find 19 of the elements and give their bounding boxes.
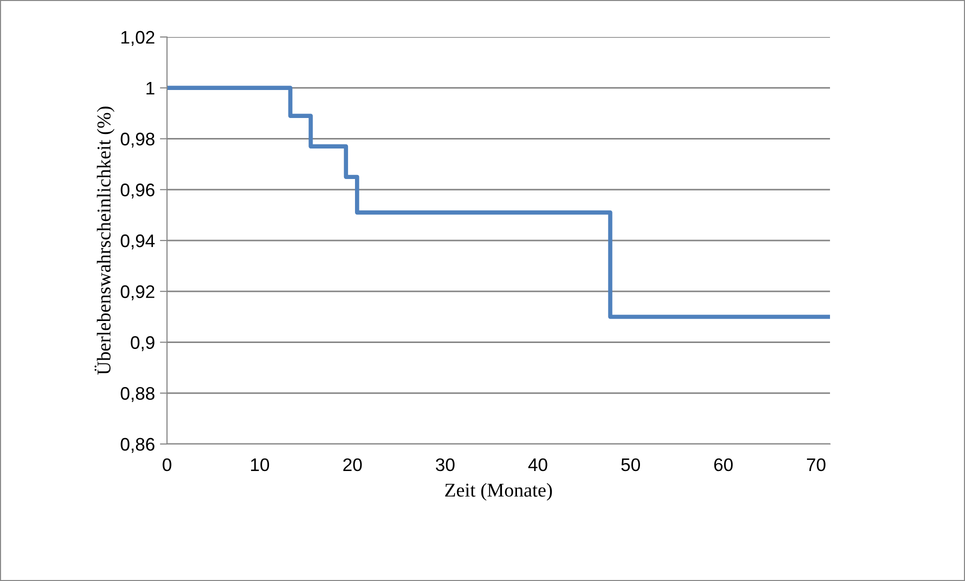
y-tick-label: 0,88 [120, 387, 154, 402]
y-tick-label: 1 [146, 82, 154, 94]
x-tick-label: 30 [436, 458, 455, 472]
x-axis-title: Zeit (Monate) [445, 483, 552, 501]
y-tick-label: 0,9 [130, 336, 154, 352]
x-tick-label: 10 [251, 458, 270, 472]
y-tick-label: 0,86 [120, 438, 154, 453]
y-tick-label: 0,98 [120, 132, 154, 148]
y-tick-label: 0,92 [120, 285, 154, 300]
x-tick-label: 40 [528, 458, 548, 472]
x-tick-label: 0 [162, 458, 172, 472]
y-axis-title: Überlebenswahrscheinlichkeit (%) [94, 106, 114, 375]
y-tick-label: 0,96 [120, 184, 154, 198]
x-tick-label: 20 [343, 458, 362, 472]
x-tick-label: 70 [806, 458, 826, 472]
y-tick-label: 1,02 [121, 30, 154, 46]
x-tick-label: 50 [621, 458, 640, 472]
y-tick-label: 0,94 [120, 234, 155, 250]
x-tick-label: 60 [714, 458, 733, 472]
